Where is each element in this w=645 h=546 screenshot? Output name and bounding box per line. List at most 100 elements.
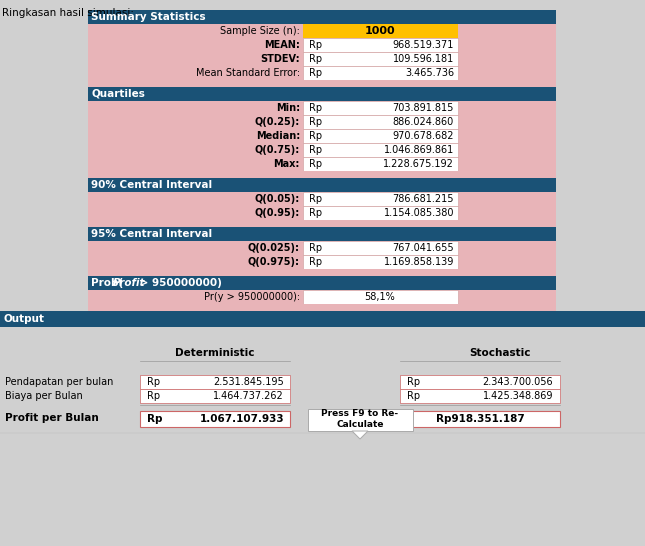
- Text: Stochastic: Stochastic: [470, 348, 531, 358]
- Text: 58,1%: 58,1%: [364, 292, 395, 302]
- Text: 1.067.107.933: 1.067.107.933: [199, 414, 284, 424]
- Text: Rp: Rp: [147, 414, 163, 424]
- Text: Min:: Min:: [276, 103, 300, 113]
- Bar: [88, 178, 556, 192]
- Bar: [88, 255, 303, 269]
- Text: 95% Central Interval: 95% Central Interval: [91, 229, 212, 239]
- Bar: [400, 411, 560, 427]
- Text: Rp918.351.187: Rp918.351.187: [435, 414, 524, 424]
- Text: Rp: Rp: [309, 103, 322, 113]
- Bar: [400, 375, 560, 389]
- Bar: [88, 129, 303, 143]
- Text: Biaya per Bulan: Biaya per Bulan: [5, 391, 83, 401]
- Text: Rp: Rp: [147, 391, 160, 401]
- Bar: [88, 66, 303, 80]
- Polygon shape: [352, 431, 368, 439]
- Bar: [308, 409, 413, 431]
- Text: Rp: Rp: [309, 257, 322, 267]
- Text: Sample Size (n):: Sample Size (n):: [220, 26, 300, 36]
- Text: Rp: Rp: [309, 208, 322, 218]
- Bar: [303, 143, 458, 157]
- Text: Rp: Rp: [407, 391, 420, 401]
- Text: 1.425.348.869: 1.425.348.869: [482, 391, 553, 401]
- Text: STDEV:: STDEV:: [261, 54, 300, 64]
- Bar: [303, 52, 458, 66]
- Bar: [303, 129, 458, 143]
- Text: Rp: Rp: [309, 243, 322, 253]
- Bar: [88, 171, 556, 178]
- Text: Prob(: Prob(: [91, 278, 123, 288]
- Bar: [88, 80, 556, 87]
- Bar: [88, 227, 556, 241]
- Text: > 950000000): > 950000000): [136, 278, 222, 288]
- Bar: [140, 389, 290, 403]
- Bar: [0, 311, 645, 327]
- Text: Rp: Rp: [309, 68, 322, 78]
- Text: 2.343.700.056: 2.343.700.056: [482, 377, 553, 387]
- Bar: [303, 24, 458, 38]
- Bar: [88, 304, 556, 311]
- Text: 2.531.845.195: 2.531.845.195: [213, 377, 284, 387]
- Text: Q(0.25):: Q(0.25):: [255, 117, 300, 127]
- Text: Rp: Rp: [309, 131, 322, 141]
- Bar: [88, 220, 556, 227]
- Bar: [303, 38, 458, 52]
- Text: Rp: Rp: [309, 117, 322, 127]
- Bar: [88, 38, 303, 52]
- Bar: [303, 290, 458, 304]
- Bar: [88, 192, 303, 206]
- Text: Profit: Profit: [113, 278, 146, 288]
- Text: Q(0.975):: Q(0.975):: [248, 257, 300, 267]
- Bar: [303, 255, 458, 269]
- Text: Rp: Rp: [309, 40, 322, 50]
- Text: Rp: Rp: [309, 145, 322, 155]
- Bar: [0, 327, 645, 546]
- Text: 1.228.675.192: 1.228.675.192: [383, 159, 454, 169]
- Bar: [88, 276, 556, 290]
- Text: Q(0.05):: Q(0.05):: [255, 194, 300, 204]
- Bar: [303, 192, 458, 206]
- Text: Max:: Max:: [273, 159, 300, 169]
- Text: MEAN:: MEAN:: [264, 40, 300, 50]
- Bar: [88, 52, 303, 66]
- Text: Q(0.95):: Q(0.95):: [255, 208, 300, 218]
- Text: Rp: Rp: [407, 377, 420, 387]
- Text: Pr(y > 950000000):: Pr(y > 950000000):: [204, 292, 300, 302]
- Text: Rp: Rp: [147, 377, 160, 387]
- Text: 90% Central Interval: 90% Central Interval: [91, 180, 212, 190]
- Bar: [88, 269, 556, 276]
- Text: Ringkasan hasil simulasi:: Ringkasan hasil simulasi:: [2, 8, 134, 18]
- Bar: [88, 143, 303, 157]
- Text: Quartiles: Quartiles: [91, 89, 145, 99]
- Text: Q(0.025):: Q(0.025):: [248, 243, 300, 253]
- Bar: [303, 66, 458, 80]
- Text: Output: Output: [4, 314, 45, 324]
- Bar: [140, 411, 290, 427]
- Text: Deterministic: Deterministic: [175, 348, 255, 358]
- Text: 970.678.682: 970.678.682: [393, 131, 454, 141]
- Bar: [88, 10, 556, 24]
- Text: 968.519.371: 968.519.371: [393, 40, 454, 50]
- Text: Profit per Bulan: Profit per Bulan: [5, 413, 99, 423]
- Bar: [303, 241, 458, 255]
- Bar: [88, 101, 303, 115]
- Text: 3.465.736: 3.465.736: [405, 68, 454, 78]
- Text: Pendapatan per bulan: Pendapatan per bulan: [5, 377, 114, 387]
- Bar: [88, 290, 303, 304]
- Bar: [88, 10, 556, 392]
- Bar: [140, 375, 290, 389]
- Text: 1.169.858.139: 1.169.858.139: [384, 257, 454, 267]
- Bar: [88, 87, 556, 101]
- Text: 1000: 1000: [364, 26, 395, 36]
- Text: Median:: Median:: [256, 131, 300, 141]
- Bar: [303, 157, 458, 171]
- Text: 703.891.815: 703.891.815: [393, 103, 454, 113]
- Bar: [88, 157, 303, 171]
- Text: Mean Standard Error:: Mean Standard Error:: [196, 68, 300, 78]
- Text: Rp: Rp: [309, 159, 322, 169]
- Text: 1.046.869.861: 1.046.869.861: [384, 145, 454, 155]
- Bar: [303, 115, 458, 129]
- Text: Summary Statistics: Summary Statistics: [91, 12, 206, 22]
- Bar: [400, 389, 560, 403]
- Bar: [88, 206, 303, 220]
